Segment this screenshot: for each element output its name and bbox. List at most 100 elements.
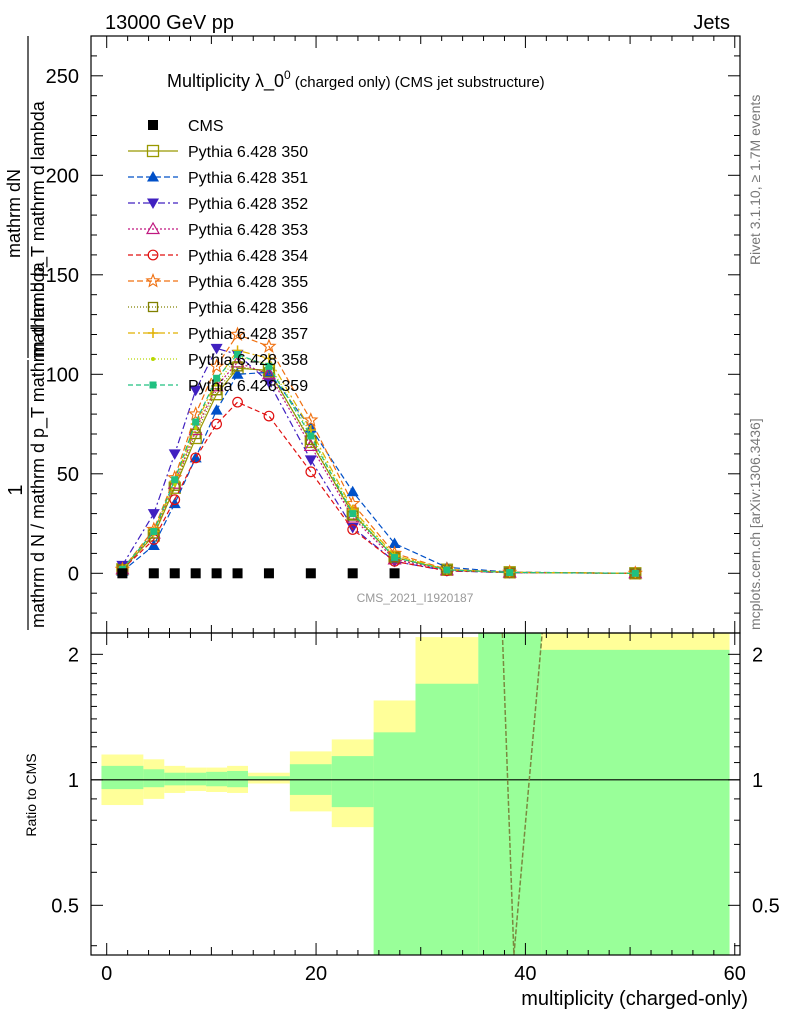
- data-point: [147, 509, 160, 520]
- data-point: [303, 438, 318, 452]
- data-point: [168, 449, 181, 460]
- series-pythia-6-428-351: [116, 366, 642, 578]
- ratio-ytick-label: 0.5: [51, 895, 79, 917]
- legend-entry: Pythia 6.428 350: [128, 144, 308, 161]
- data-point: [232, 396, 243, 408]
- ratio-series-line: [501, 633, 543, 955]
- uncertainty-band-inner: [185, 772, 207, 786]
- category-label: Jets: [693, 12, 730, 34]
- legend-entry: Pythia 6.428 354: [128, 248, 308, 265]
- title-sub1: (charged only): [295, 74, 391, 91]
- main-ytick-label: 100: [46, 364, 79, 386]
- data-point: [304, 455, 317, 466]
- data-point: [148, 568, 159, 579]
- mcplots-label: mcplots.cern.ch [arXiv:1306.3436]: [747, 418, 763, 630]
- data-point: [388, 537, 401, 548]
- uncertainty-band-inner: [227, 770, 249, 788]
- data-point: [346, 485, 359, 497]
- ratio-ytick-label: 2: [752, 644, 763, 666]
- legend-label: Pythia 6.428 351: [188, 170, 308, 187]
- data-point: [261, 367, 276, 380]
- title-sup: 0: [284, 68, 291, 82]
- data-point: [117, 568, 128, 579]
- ylabel-derivative-num: mathrm dN: [4, 169, 24, 258]
- data-point: [261, 338, 277, 353]
- legend-marker: [147, 249, 159, 261]
- legend-label: CMS: [188, 118, 224, 135]
- legend-entry: CMS: [148, 118, 224, 135]
- xtick-label: 40: [514, 963, 536, 985]
- ratio-ytick-label: 0.5: [752, 895, 780, 917]
- data-point: [189, 385, 202, 397]
- main-ytick-label: 0: [68, 563, 79, 585]
- series-line: [121, 401, 636, 574]
- data-point: [214, 382, 219, 387]
- uncertainty-band-inner: [164, 772, 186, 786]
- ratio-ytick-label: 1: [68, 770, 79, 792]
- legend-marker: [148, 120, 158, 130]
- x-axis-label: multiplicity (charged-only): [521, 988, 748, 1010]
- ylabel-prefactor-num: 1: [5, 484, 27, 495]
- rivet-version-label: Rivet 3.1.10, ≥ 1.7M events: [747, 95, 763, 265]
- svg-text:Multiplicity λ_00(charged only: Multiplicity λ_00 (charged only) (CMS jet …: [167, 68, 545, 92]
- data-point: [231, 368, 244, 379]
- ylabel-prefactor-den: mathrm d N / mathrm d p_T mathrm d lambd…: [28, 261, 49, 628]
- data-point: [234, 350, 242, 358]
- legend-label: Pythia 6.428 353: [188, 222, 308, 239]
- main-ytick-label: 150: [46, 265, 79, 287]
- title-main: Multiplicity λ_0: [167, 71, 284, 92]
- data-point: [232, 361, 243, 372]
- data-point: [263, 353, 274, 364]
- uncertainty-band-inner: [143, 769, 165, 788]
- uncertainty-band-inner: [101, 765, 144, 790]
- data-point: [443, 566, 451, 574]
- data-point: [305, 466, 317, 478]
- uncertainty-band-inner: [478, 633, 542, 955]
- ratio-ytick-label: 2: [68, 644, 79, 666]
- data-point: [213, 374, 221, 382]
- ratio-panel: 0.5 0.51 12 20 20 40 60: [51, 36, 780, 985]
- data-point: [232, 568, 243, 579]
- data-point: [349, 510, 357, 518]
- analysis-watermark: CMS_2021_I1920187: [357, 591, 474, 605]
- main-ytick-label: 200: [46, 165, 79, 187]
- ratio-plot-area: [91, 633, 740, 955]
- series-line: [122, 371, 636, 574]
- legend-marker: [147, 171, 159, 182]
- legend-entry: Pythia 6.428 355: [128, 272, 308, 291]
- data-point: [169, 568, 180, 579]
- legend-marker: [145, 272, 161, 288]
- legend-entry: Pythia 6.428 359: [128, 378, 308, 395]
- data-point: [307, 432, 315, 440]
- uncertainty-band-inner: [415, 683, 479, 955]
- main-ytick-label: 250: [46, 66, 79, 88]
- data-point: [506, 569, 514, 577]
- data-point: [265, 362, 273, 370]
- data-point: [150, 528, 158, 536]
- ylabel-derivative-den: mathrm d p_T mathrm d lambda: [28, 100, 49, 358]
- legend-entry: Pythia 6.428 358: [128, 352, 308, 369]
- data-point: [189, 431, 202, 445]
- legend-marker: [145, 221, 161, 235]
- data-point: [211, 418, 223, 430]
- legend-marker: [149, 381, 157, 389]
- legend-marker: [147, 301, 159, 313]
- data-point: [631, 569, 639, 577]
- main-plot-area: [114, 326, 643, 580]
- legend-marker: [151, 357, 155, 361]
- legend-label: Pythia 6.428 355: [188, 274, 308, 291]
- data-point: [210, 388, 223, 401]
- series-cms: [117, 568, 400, 579]
- legend-label: Pythia 6.428 359: [188, 378, 308, 395]
- plot-title: Multiplicity λ_00 (charged only) (CMS jet …: [167, 68, 545, 92]
- series-line: [121, 365, 636, 574]
- data-point: [210, 404, 223, 415]
- legend: CMS Pythia 6.428 350 Pythia 6.428 351 Pythi…: [128, 118, 308, 395]
- xtick-label: 60: [724, 963, 746, 985]
- xtick-label: 20: [305, 963, 327, 985]
- legend-entry: Pythia 6.428 357: [128, 326, 308, 343]
- legend-entry: Pythia 6.428 351: [128, 170, 308, 187]
- data-point: [193, 426, 198, 431]
- legend-entry: Pythia 6.428 352: [128, 196, 308, 213]
